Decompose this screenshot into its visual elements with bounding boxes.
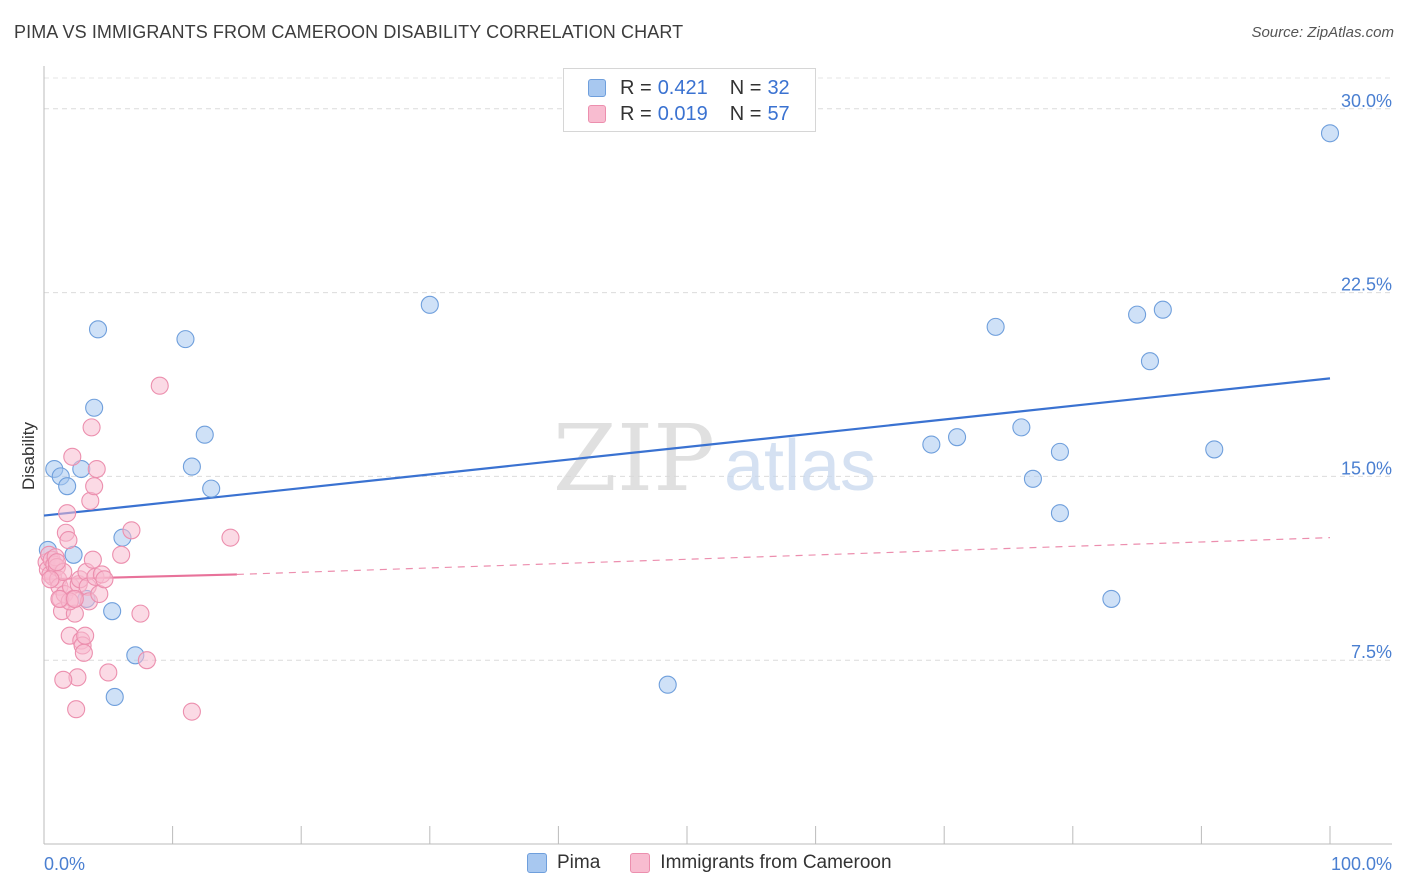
pima-point — [88, 320, 108, 339]
pima-point — [202, 479, 221, 498]
cameroon-point — [58, 504, 77, 523]
legend-swatch-cameroon — [588, 105, 606, 123]
cameroon-point — [122, 521, 141, 540]
legend-n-value: 32 — [767, 76, 790, 99]
pima-trend-line — [43, 377, 1331, 517]
cameroon-point — [41, 570, 60, 589]
pima-point — [1023, 469, 1042, 488]
pima-point — [85, 398, 104, 417]
pima-point — [948, 428, 967, 447]
pima-point — [1320, 124, 1340, 143]
cameroon-point — [221, 528, 240, 547]
pima-point — [1102, 589, 1121, 608]
legend-n-label: N = — [729, 76, 762, 99]
series-label-cameroon: Immigrants from Cameroon — [660, 852, 892, 873]
cameroon-point — [87, 459, 106, 479]
pima-point — [986, 317, 1005, 336]
legend-r-label: R = — [620, 102, 652, 125]
cameroon-point — [54, 670, 73, 689]
cameroon-point — [65, 589, 84, 608]
pima-point — [182, 457, 201, 476]
cameroon-point — [63, 447, 82, 466]
legend-row-cameroon: R = 0.019 N = 57 — [588, 102, 790, 126]
pima-point — [658, 675, 677, 694]
y-axis-label: Disability — [19, 421, 38, 490]
pima-point — [195, 425, 214, 444]
cameroon-point — [131, 604, 150, 623]
axis-layer — [43, 66, 1392, 845]
pima-point — [922, 435, 941, 454]
pima-point — [1205, 440, 1224, 459]
pima-point — [103, 602, 122, 621]
pima-point — [420, 295, 439, 314]
pima-point — [176, 330, 195, 349]
cameroon-point — [95, 570, 114, 589]
legend-r-value: 0.421 — [657, 76, 708, 99]
pima-point — [58, 477, 77, 496]
chart-title: PIMA VS IMMIGRANTS FROM CAMEROON DISABIL… — [14, 22, 684, 42]
series-legend-item-pima: Pima — [527, 852, 600, 874]
legend-row-pima: R = 0.421 N = 32 — [588, 76, 790, 100]
cameroon-point — [150, 376, 169, 395]
cameroon-trend-line-extension — [236, 537, 1331, 576]
x-tick-label: 100.0% — [1331, 854, 1392, 874]
y-tick-label: 15.0% — [1341, 458, 1392, 478]
cameroon-point — [47, 553, 66, 572]
pima-point — [105, 687, 124, 707]
y-tick-label: 30.0% — [1341, 91, 1392, 111]
cameroon-point — [112, 545, 131, 564]
series-swatch-pima — [527, 853, 547, 873]
cameroon-point — [85, 477, 104, 496]
cameroon-point — [137, 651, 156, 670]
legend-r-label: R = — [620, 76, 652, 99]
legend-swatch-pima — [588, 79, 606, 97]
cameroon-point — [59, 531, 78, 550]
cameroon-point — [50, 589, 69, 608]
cameroon-point — [182, 702, 201, 721]
cameroon-point — [67, 700, 86, 719]
pima-point — [1050, 442, 1069, 461]
cameroon-point — [99, 663, 118, 682]
source-label: Source: ZipAtlas.com — [1251, 24, 1394, 41]
series-legend: Pima Immigrants from Cameroon — [527, 852, 922, 874]
legend-r-value: 0.019 — [657, 102, 708, 125]
legend-n-value: 57 — [767, 102, 790, 125]
correlation-legend: R = 0.421 N = 32 R = 0.019 N = 57 — [563, 68, 816, 132]
series-legend-item-cameroon: Immigrants from Cameroon — [630, 852, 892, 874]
grid-layer — [44, 77, 1392, 661]
legend-n-label: N = — [729, 102, 762, 125]
watermark-atlas: atlas — [724, 426, 876, 506]
series-label-pima: Pima — [557, 852, 601, 873]
cameroon-point — [76, 626, 95, 645]
pima-point — [1128, 305, 1147, 324]
cameroon-point — [83, 550, 102, 569]
cameroon-point — [82, 418, 101, 437]
y-tick-label: 22.5% — [1341, 275, 1392, 295]
x-tick-label: 0.0% — [44, 854, 85, 874]
pima-point — [1050, 504, 1069, 523]
pima-point — [1140, 352, 1160, 371]
label-layer: 7.5% 15.0% 22.5% 30.0% 0.0% 100.0% — [44, 91, 1392, 874]
y-tick-label: 7.5% — [1351, 642, 1392, 662]
pima-point — [1012, 418, 1031, 437]
series-swatch-cameroon — [630, 853, 651, 873]
cameroon-point — [74, 643, 93, 662]
pima-point — [1153, 300, 1172, 319]
points-layer — [37, 124, 1340, 721]
